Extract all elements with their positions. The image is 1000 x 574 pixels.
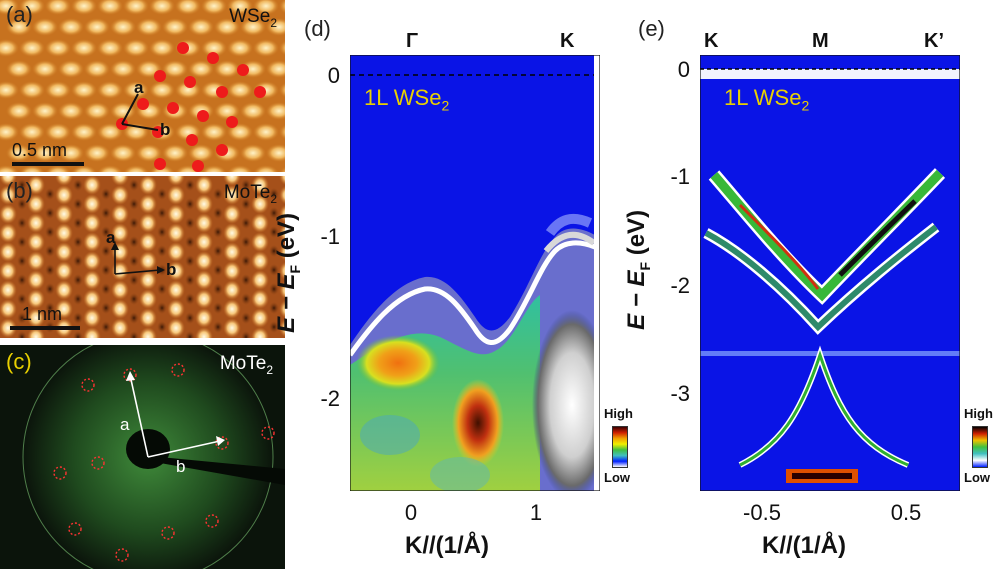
vector-a-label: a xyxy=(120,415,130,434)
xtick-e-neg05: -0.5 xyxy=(743,500,781,525)
ylabel-e: E − EF (eV) xyxy=(623,209,653,330)
panel-b: (b) MoTe2 a b 1 nm xyxy=(0,166,307,352)
hs-point-k-prime: K’ xyxy=(924,30,944,52)
legend-e-high: High xyxy=(964,406,993,421)
ylabel-d: E − EF (eV) xyxy=(273,212,303,333)
hs-point-gamma: Γ xyxy=(406,30,419,52)
legend-d-high: High xyxy=(604,406,633,421)
ytick-e-1: -1 xyxy=(670,164,690,189)
legend-e-low: Low xyxy=(964,470,990,485)
arpes-map-e xyxy=(694,54,961,497)
ytick-d-2: -2 xyxy=(320,386,340,411)
colorbar-d xyxy=(612,426,628,468)
scale-bar-label: 0.5 nm xyxy=(12,140,68,160)
arpes-map-d xyxy=(344,54,612,500)
leed-pattern xyxy=(0,331,285,574)
vector-b-label: b xyxy=(166,260,177,279)
panel-a: (a) WSe2 a b 0.5 nm xyxy=(0,0,318,183)
vector-b-label: b xyxy=(160,120,171,139)
panel-c-label: (c) xyxy=(6,349,32,374)
colorbar-e xyxy=(972,426,988,468)
scale-bar-label: 1 nm xyxy=(22,304,63,324)
ytick-d-0: 0 xyxy=(327,63,340,88)
vector-b-label: b xyxy=(176,457,186,476)
panel-d-inset: 1L WSe2 xyxy=(364,85,450,114)
xlabel-d: K//(1/Å) xyxy=(405,532,489,559)
panel-a-material: WSe2 xyxy=(229,6,277,30)
xtick-d-0: 0 xyxy=(404,500,418,525)
panel-a-label: (a) xyxy=(6,2,33,27)
panel-e-label: (e) xyxy=(638,16,665,41)
ytick-e-2: -2 xyxy=(670,273,690,298)
ytick-e-3: -3 xyxy=(670,381,690,406)
panel-d-label: (d) xyxy=(304,16,331,41)
ytick-e-0: 0 xyxy=(677,57,690,82)
panel-e-plot: 1L WSe2 xyxy=(694,54,961,497)
vector-a-label: a xyxy=(106,228,116,247)
stm-image-mote2 xyxy=(0,166,307,352)
hs-point-m: M xyxy=(812,30,829,52)
hs-point-k: K xyxy=(704,30,719,52)
xlabel-e: K//(1/Å) xyxy=(762,532,846,559)
panel-d-plot: 1L WSe2 xyxy=(344,54,612,500)
ytick-d-1: -1 xyxy=(320,224,340,249)
hs-point-k: K xyxy=(560,30,575,52)
panel-c: (c) MoTe2 a b xyxy=(0,331,285,574)
legend-d-low: Low xyxy=(604,470,630,485)
panel-b-label: (b) xyxy=(6,178,33,203)
vector-a-label: a xyxy=(134,78,144,97)
xtick-d-1: 1 xyxy=(529,500,543,525)
panel-b-material: MoTe2 xyxy=(223,182,277,206)
xtick-e-05: 0.5 xyxy=(890,500,922,525)
panel-c-material: MoTe2 xyxy=(219,353,273,377)
panel-e-inset: 1L WSe2 xyxy=(724,85,810,114)
